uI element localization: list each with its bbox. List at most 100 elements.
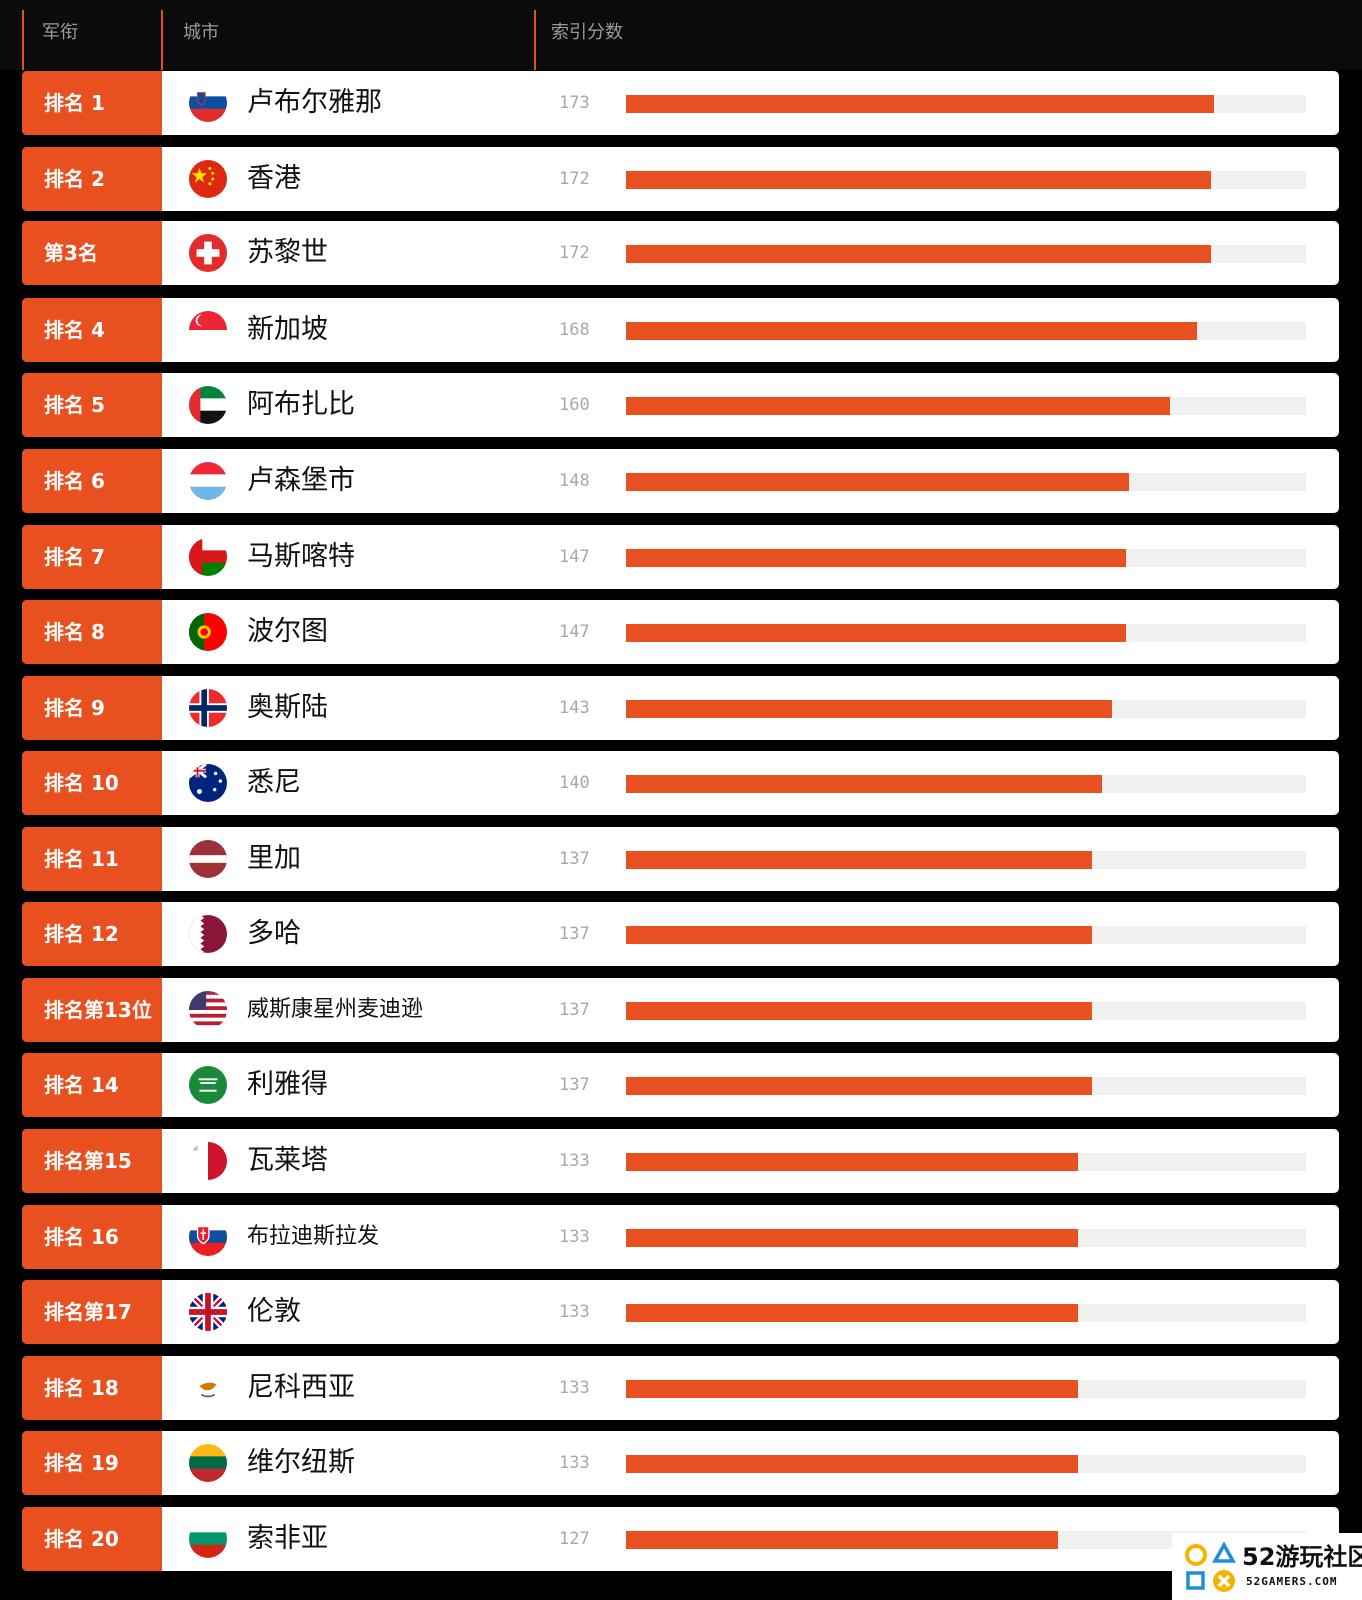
cyprus-flag-icon — [189, 1369, 227, 1407]
score-value: 147 — [559, 622, 590, 642]
oman-flag-icon — [189, 538, 227, 576]
score-value: 137 — [559, 849, 590, 869]
score-bar — [626, 624, 1126, 642]
ranking-row: 排名 8 波尔图 147 — [22, 600, 1339, 664]
ranking-row: 排名 2 香港 172 — [22, 147, 1339, 211]
score-bar — [626, 1153, 1079, 1171]
score-bar-track — [626, 700, 1306, 718]
score-bar — [626, 1002, 1092, 1020]
city-name: 波尔图 — [247, 616, 328, 647]
score-value: 168 — [559, 320, 590, 340]
usa-flag-icon — [189, 991, 227, 1029]
header-rank: 军衔 — [42, 22, 78, 43]
score-bar-track — [626, 1531, 1306, 1549]
lithuania-flag-icon — [189, 1444, 227, 1482]
header-divider — [534, 10, 536, 70]
score-bar — [626, 95, 1215, 113]
city-name: 苏黎世 — [247, 237, 328, 268]
watermark-title: 52游玩社区 — [1242, 1543, 1362, 1571]
table-header: 军衔 城市 索引分数 — [0, 0, 1362, 70]
qatar-flag-icon — [189, 915, 227, 953]
slovakia-flag-icon — [189, 1218, 227, 1256]
score-value: 133 — [559, 1453, 590, 1473]
rank-label: 排名 4 — [22, 298, 162, 362]
city-name: 伦敦 — [247, 1296, 301, 1327]
score-value: 137 — [559, 1000, 590, 1020]
gamepad-buttons-icon — [1185, 1541, 1236, 1592]
score-bar-track — [626, 1153, 1306, 1171]
score-bar — [626, 245, 1211, 263]
rank-label: 排名 8 — [22, 600, 162, 664]
score-bar-track — [626, 245, 1306, 263]
city-name: 阿布扎比 — [247, 389, 355, 420]
ranking-row: 排名 5 阿布扎比 160 — [22, 373, 1339, 437]
china-flag-icon — [189, 160, 227, 198]
city-name: 新加坡 — [247, 314, 328, 345]
score-value: 140 — [559, 773, 590, 793]
header-score: 索引分数 — [551, 22, 623, 43]
city-name: 瓦莱塔 — [247, 1145, 328, 1176]
score-value: 160 — [559, 395, 590, 415]
rank-label: 第3名 — [22, 221, 162, 285]
rank-label: 排名 10 — [22, 751, 162, 815]
ranking-row: 排名 12 多哈 137 — [22, 902, 1339, 966]
ranking-row: 排名 6 卢森堡市 148 — [22, 449, 1339, 513]
score-bar-track — [626, 1304, 1306, 1322]
city-name: 里加 — [247, 843, 301, 874]
rank-label: 排名 14 — [22, 1053, 162, 1117]
score-bar — [626, 473, 1130, 491]
rank-label: 排名 11 — [22, 827, 162, 891]
header-divider — [22, 10, 24, 70]
uk-flag-icon — [189, 1293, 227, 1331]
norway-flag-icon — [189, 689, 227, 727]
city-name: 卢森堡市 — [247, 465, 355, 496]
score-bar-track — [626, 926, 1306, 944]
singapore-flag-icon — [189, 311, 227, 349]
score-value: 147 — [559, 547, 590, 567]
score-value: 137 — [559, 924, 590, 944]
rank-label: 排名 2 — [22, 147, 162, 211]
ranking-row: 排名 4 新加坡 168 — [22, 298, 1339, 362]
score-bar-track — [626, 95, 1306, 113]
score-bar — [626, 1229, 1079, 1247]
rank-label: 排名 12 — [22, 902, 162, 966]
score-value: 173 — [559, 93, 590, 113]
score-value: 148 — [559, 471, 590, 491]
score-bar-track — [626, 1002, 1306, 1020]
score-value: 133 — [559, 1151, 590, 1171]
rank-label: 排名 20 — [22, 1507, 162, 1571]
score-bar — [626, 1380, 1079, 1398]
score-value: 172 — [559, 243, 590, 263]
score-bar — [626, 1304, 1079, 1322]
ranking-row: 排名 14 利雅得 137 — [22, 1053, 1339, 1117]
bulgaria-flag-icon — [189, 1520, 227, 1558]
score-bar-track — [626, 1077, 1306, 1095]
rank-label: 排名 1 — [22, 71, 162, 135]
score-bar-track — [626, 322, 1306, 340]
slovenia-flag-icon — [189, 84, 227, 122]
ranking-row: 排名 11 里加 137 — [22, 827, 1339, 891]
score-bar — [626, 926, 1092, 944]
ranking-row: 排名 18 尼科西亚 133 — [22, 1356, 1339, 1420]
city-name: 卢布尔雅那 — [247, 87, 382, 118]
ranking-row: 排名 1 卢布尔雅那 173 — [22, 71, 1339, 135]
rank-label: 排名 5 — [22, 373, 162, 437]
rank-label: 排名第13位 — [22, 978, 162, 1042]
ranking-row: 排名第17 伦敦 133 — [22, 1280, 1339, 1344]
score-value: 143 — [559, 698, 590, 718]
score-bar-track — [626, 549, 1306, 567]
portugal-flag-icon — [189, 613, 227, 651]
score-bar-track — [626, 851, 1306, 869]
ranking-row: 排名 9 奥斯陆 143 — [22, 676, 1339, 740]
watermark-subtitle: 52GAMERS.COM — [1246, 1575, 1338, 1588]
score-bar — [626, 1531, 1058, 1549]
saudi-flag-icon — [189, 1066, 227, 1104]
score-bar — [626, 549, 1126, 567]
score-value: 133 — [559, 1227, 590, 1247]
score-bar-track — [626, 171, 1306, 189]
score-bar — [626, 1455, 1079, 1473]
rank-label: 排名 7 — [22, 525, 162, 589]
city-name: 香港 — [247, 163, 301, 194]
city-name: 威斯康星州麦迪逊 — [247, 997, 424, 1022]
ranking-row: 排名 19 维尔纽斯 133 — [22, 1431, 1339, 1495]
